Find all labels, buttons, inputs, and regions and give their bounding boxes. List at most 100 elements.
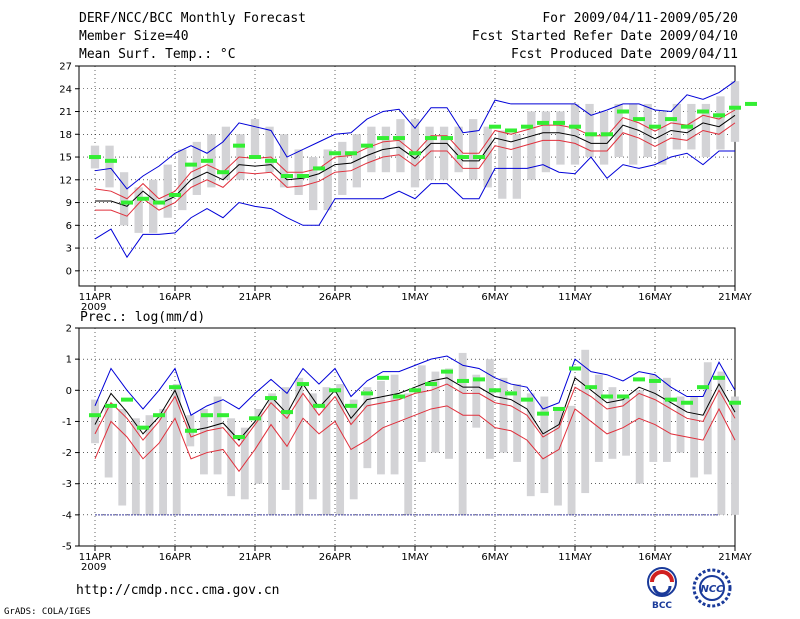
spread-box (703, 362, 712, 475)
member-size-label: Member Size=40 (79, 29, 189, 44)
green-marker (697, 109, 709, 114)
spread-box (512, 134, 521, 199)
green-marker (665, 397, 677, 402)
green-marker (729, 400, 741, 405)
spread-box (540, 396, 549, 494)
x-tick-label: 11MAY (558, 552, 592, 563)
spread-box (308, 393, 317, 500)
x-tick-label: 21MAY (718, 552, 752, 563)
fcst-produced-date: Fcst Produced Date 2009/04/11 (511, 47, 738, 62)
spread-box (104, 405, 113, 478)
spread-box (485, 359, 494, 459)
precip-panel-title: Prec.: log(mm/d) (80, 310, 206, 325)
green-marker (89, 413, 101, 418)
spread-box (221, 126, 231, 180)
spread-box (396, 119, 405, 173)
spread-box (635, 390, 644, 484)
green-marker (121, 397, 133, 402)
green-marker (649, 378, 661, 383)
spread-box (336, 384, 345, 515)
y-tick-label: 0 (66, 266, 72, 277)
green-marker (521, 397, 533, 402)
spread-box (377, 380, 385, 475)
y-tick-label: 27 (59, 62, 72, 73)
ensemble-max-line (94, 355, 736, 416)
y-tick-label: 24 (59, 84, 72, 95)
spread-box (663, 377, 671, 462)
green-marker (425, 382, 437, 387)
spread-box (131, 418, 140, 515)
spread-box (250, 119, 260, 158)
spread-box (716, 96, 725, 150)
spread-box (629, 103, 638, 165)
spread-box (594, 374, 603, 462)
spread-box (105, 145, 114, 188)
spread-box (730, 81, 740, 142)
spread-box (445, 368, 453, 459)
x-tick-label: 26APR (319, 292, 352, 303)
green-marker (345, 151, 357, 156)
green-marker (169, 385, 181, 390)
spread-box (585, 103, 594, 158)
spread-box (119, 172, 129, 226)
spread-box (513, 384, 522, 462)
spread-box (268, 393, 276, 515)
spread-box (281, 387, 290, 490)
green-marker (729, 105, 741, 110)
green-marker (249, 416, 261, 421)
green-marker (313, 403, 325, 408)
green-marker (297, 382, 309, 387)
green-marker (281, 174, 293, 178)
green-marker (409, 151, 421, 156)
x-tick-label: 6MAY (481, 552, 509, 563)
spread-box (458, 352, 467, 515)
green-marker (697, 385, 709, 390)
spread-box (527, 111, 536, 180)
green-marker (553, 120, 565, 125)
spread-box (541, 111, 551, 173)
green-marker (553, 406, 565, 411)
bcc-logo: BCC (647, 567, 677, 611)
source-url[interactable]: http://cmdp.ncc.cma.gov.cn (76, 583, 280, 598)
green-marker (185, 428, 197, 433)
green-marker (569, 366, 581, 371)
green-marker (441, 136, 453, 141)
spread-box (295, 377, 304, 515)
spread-box (390, 374, 399, 475)
green-marker (617, 394, 629, 399)
chart-title: DERF/NCC/BCC Monthly Forecast (79, 11, 306, 26)
green-marker (473, 155, 485, 160)
x-tick-label: 21MAY (718, 292, 752, 303)
spread-box (483, 126, 492, 188)
green-marker (233, 143, 245, 148)
spread-box (323, 149, 332, 211)
green-marker (121, 200, 133, 205)
fcst-started-date: Fcst Started Refer Date 2009/04/10 (471, 29, 738, 44)
green-marker (441, 369, 453, 374)
green-marker (745, 101, 757, 106)
variable-label: Mean Surf. Temp.: °C (79, 47, 236, 62)
green-marker (233, 435, 245, 439)
y-tick-label: 2 (66, 324, 72, 335)
green-marker (249, 155, 261, 160)
green-marker (713, 113, 725, 118)
green-marker (569, 124, 581, 129)
spread-box (192, 141, 201, 195)
green-marker (585, 385, 597, 390)
y-tick-label: -4 (62, 510, 72, 521)
x-tick-label: 1MAY (401, 292, 429, 303)
ensemble-mean-line (95, 114, 736, 207)
green-marker (489, 388, 501, 393)
spread-box (469, 119, 478, 180)
green-marker (329, 388, 341, 393)
green-marker (137, 196, 149, 201)
green-marker (681, 124, 693, 129)
spread-box (367, 126, 376, 173)
green-marker (617, 109, 629, 114)
upper-sd-line (94, 383, 736, 448)
spread-box (118, 408, 127, 506)
green-marker (361, 391, 373, 396)
spread-box (581, 349, 590, 494)
spread-box (498, 130, 507, 199)
spread-box (554, 408, 562, 506)
